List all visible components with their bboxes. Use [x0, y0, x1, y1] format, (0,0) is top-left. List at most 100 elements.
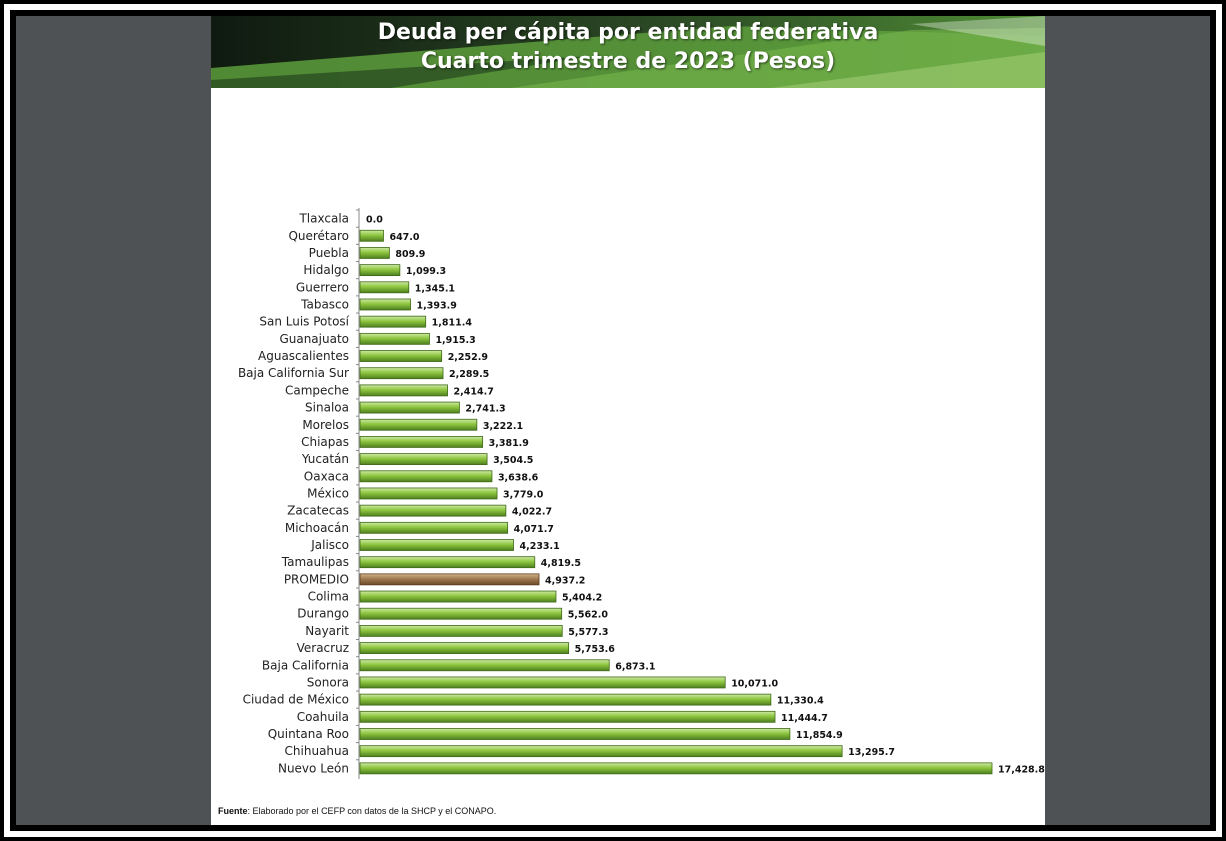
category-label: Ciudad de México — [243, 693, 349, 707]
value-label: 5,753.6 — [575, 644, 616, 655]
category-label: Quintana Roo — [268, 727, 349, 741]
category-label: Yucatán — [301, 452, 349, 466]
value-label: 4,937.2 — [545, 575, 585, 586]
value-label: 6,873.1 — [615, 661, 655, 672]
bar — [359, 298, 411, 311]
value-label: 10,071.0 — [731, 678, 778, 689]
bar — [359, 625, 563, 637]
category-label: Tabasco — [300, 297, 349, 311]
bar — [359, 659, 610, 672]
value-label: 1,915.3 — [435, 335, 475, 346]
value-label: 1,345.1 — [415, 283, 455, 294]
value-label: 809.9 — [395, 249, 425, 260]
slide-page: Deuda per cápita por entidad federativa … — [211, 16, 1045, 825]
bar — [359, 556, 536, 569]
value-label: 1,811.4 — [432, 318, 473, 329]
value-label: 2,741.3 — [465, 404, 505, 415]
value-label: 4,071.7 — [514, 524, 554, 535]
bar — [359, 521, 509, 534]
value-label: 11,330.4 — [777, 696, 824, 707]
category-label: Nayarit — [305, 624, 349, 638]
category-label: Durango — [297, 607, 349, 621]
value-label: 3,638.6 — [498, 472, 539, 483]
source-label: Fuente — [218, 806, 248, 816]
bar — [359, 470, 493, 483]
category-label: Guerrero — [296, 280, 349, 294]
category-label: Hidalgo — [303, 263, 349, 277]
value-label: 3,381.9 — [489, 438, 529, 449]
category-label: Tlaxcala — [298, 212, 349, 226]
bar — [359, 384, 448, 397]
category-label: Tamaulipas — [281, 555, 349, 569]
bar — [359, 264, 401, 277]
category-label: Oaxaca — [304, 469, 349, 483]
category-label: Veracruz — [297, 641, 349, 655]
bar — [359, 247, 390, 259]
value-label: 4,233.1 — [519, 541, 559, 552]
category-label: Nuevo León — [278, 761, 349, 775]
value-label: 647.0 — [389, 232, 419, 243]
value-label: 3,222.1 — [483, 421, 523, 432]
category-label: Guanajuato — [279, 332, 349, 346]
bar — [359, 367, 444, 380]
bar — [359, 487, 498, 500]
category-label: Coahuila — [297, 710, 349, 724]
category-label: Baja California — [262, 658, 349, 672]
category-label: Aguascalientes — [258, 349, 349, 363]
value-label: 5,404.2 — [562, 593, 602, 604]
category-label: Chihuahua — [285, 744, 349, 758]
value-label: 17,428.8 — [998, 764, 1045, 775]
value-label: 13,295.7 — [848, 747, 895, 758]
source-text: : Elaborado por el CEFP con datos de la … — [247, 806, 497, 816]
value-label: 5,562.0 — [568, 610, 609, 621]
bar — [359, 315, 427, 328]
value-label: 4,022.7 — [512, 507, 552, 518]
value-label: 1,393.9 — [417, 300, 457, 311]
bar — [359, 332, 430, 345]
bar — [359, 745, 843, 758]
bar — [359, 453, 488, 466]
bar — [359, 418, 478, 431]
category-label: Sonora — [307, 675, 349, 689]
bar — [359, 401, 460, 414]
category-label: Sinaloa — [305, 401, 349, 415]
value-label: 11,444.7 — [781, 713, 828, 724]
category-label: Chiapas — [301, 435, 349, 449]
category-label: San Luis Potosí — [259, 315, 349, 329]
bar — [359, 229, 384, 242]
category-label: Michoacán — [285, 521, 349, 535]
value-label: 4,819.5 — [541, 558, 581, 569]
bar — [359, 590, 557, 603]
bar — [359, 693, 772, 706]
value-label: 2,289.5 — [449, 369, 489, 380]
value-label: 5,577.3 — [568, 627, 608, 638]
category-label: Morelos — [302, 418, 349, 432]
bar — [359, 504, 507, 517]
source-note: Fuente: Elaborado por el CEFP con datos … — [218, 806, 496, 816]
bar — [359, 642, 570, 654]
value-label: 3,779.0 — [503, 489, 544, 500]
category-label: Baja California Sur — [238, 366, 349, 380]
value-label: 3,504.5 — [493, 455, 533, 466]
value-label: 11,854.9 — [796, 730, 843, 741]
value-label: 2,252.9 — [448, 352, 488, 363]
bar — [359, 762, 993, 775]
title-banner: Deuda per cápita por entidad federativa … — [211, 16, 1045, 88]
banner-graphic — [211, 16, 1045, 88]
bar-average — [359, 573, 540, 586]
category-label: PROMEDIO — [284, 572, 349, 586]
category-label: Zacatecas — [287, 504, 349, 518]
category-label: Puebla — [309, 246, 349, 260]
bar — [359, 676, 726, 689]
bar-chart: Tlaxcala 0.0 Querétaro 647.0 Puebla 809.9 Hida… — [238, 208, 1045, 779]
value-label: 0.0 — [366, 215, 383, 226]
bar — [359, 350, 443, 362]
category-label: Querétaro — [288, 229, 349, 243]
bar — [359, 710, 776, 723]
value-label: 1,099.3 — [406, 266, 446, 277]
value-label: 2,414.7 — [454, 386, 494, 397]
chart-title-line1: Deuda per cápita por entidad federativa — [377, 20, 879, 45]
category-label: Campeche — [285, 383, 349, 397]
bar — [359, 728, 791, 740]
category-label: Colima — [308, 590, 349, 604]
